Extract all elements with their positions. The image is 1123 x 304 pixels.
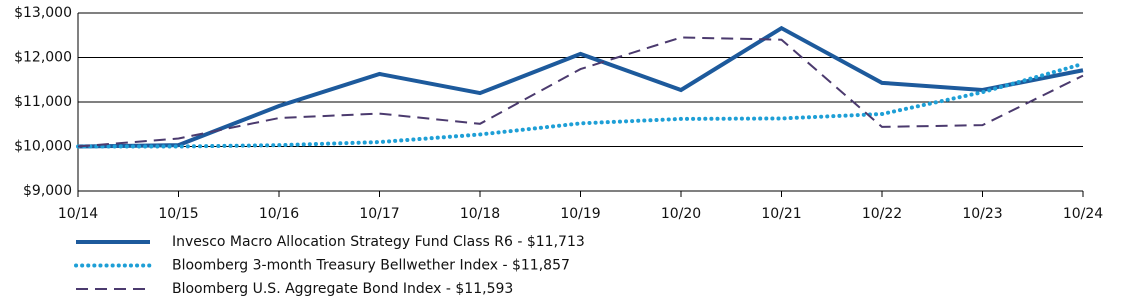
y-tick-label: $12,000 [14,50,72,66]
x-tick-label: 10/24 [1063,206,1103,222]
y-tick-label: $11,000 [14,94,72,110]
x-tick-label: 10/17 [359,206,399,222]
series-line [77,25,1084,149]
x-tick-label: 10/15 [158,206,198,222]
x-tick-label: 10/19 [560,206,600,222]
legend-label: Bloomberg U.S. Aggregate Bond Index - $1… [172,281,513,297]
x-tick-label: 10/23 [962,206,1002,222]
y-tick-label: $9,000 [23,183,72,199]
x-tick-label: 10/18 [460,206,500,222]
series-line [76,61,1085,149]
x-tick-label: 10/14 [58,206,98,222]
x-tick-label: 10/16 [259,206,299,222]
x-tick-label: 10/22 [862,206,902,222]
y-tick-label: $13,000 [14,5,72,21]
x-tick-label: 10/20 [661,206,701,222]
x-tick-label: 10/21 [761,206,801,222]
legend-label: Bloomberg 3-month Treasury Bellwether In… [172,258,570,274]
y-tick-label: $10,000 [14,139,72,155]
legend-label: Invesco Macro Allocation Strategy Fund C… [172,234,585,250]
series-line [77,36,1084,148]
